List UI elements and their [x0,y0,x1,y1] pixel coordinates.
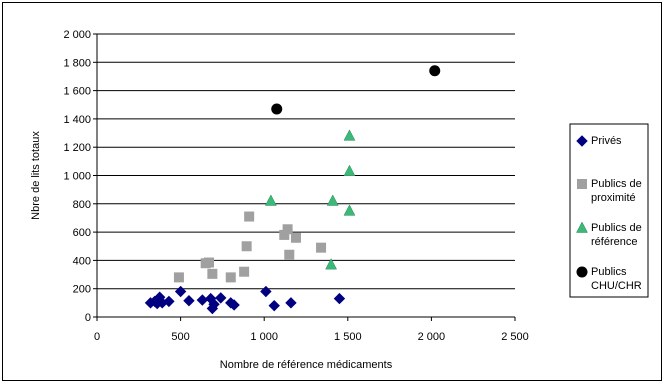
series-2 [173,211,327,283]
y-tick-label: 1 600 [63,86,91,98]
data-point [215,292,227,304]
data-point [204,257,215,268]
data-point [183,295,195,307]
legend-marker [576,266,588,278]
x-axis-title: Nombre de référence médicaments [220,359,393,371]
series-4 [271,65,441,115]
x-tick-label: 0 [94,331,100,343]
data-point [271,103,283,115]
x-tick-label: 2 000 [418,331,446,343]
x-tick-label: 2 500 [501,331,529,343]
x-tick-label: 1 500 [334,331,362,343]
data-point [264,194,277,206]
x-tick-label: 500 [171,331,189,343]
data-point [260,285,272,298]
y-tick-label: 200 [73,284,91,296]
data-point [208,298,220,310]
y-tick-label: 400 [73,255,91,267]
legend-marker [576,135,588,147]
data-point [239,266,250,277]
data-point [343,164,356,177]
legend-label: proximité [591,192,636,204]
data-point [241,241,252,252]
legend-label: CHU/CHR [591,280,642,292]
data-point [174,285,187,298]
data-point [429,65,441,77]
data-point [326,194,339,206]
data-point [163,295,175,308]
chart-frame [2,2,662,381]
legend: Privés Publics de proximité Publics de référ… [569,123,649,298]
legend-label: référence [591,236,637,248]
y-tick-label: 800 [73,199,91,211]
y-axis-title: Nbre de lits totaux [30,131,42,220]
legend-label: Publics de [591,222,642,234]
data-point [268,299,280,312]
y-tick-label: 600 [73,227,91,239]
y-tick-label: 1 200 [63,142,91,154]
data-point [333,292,346,305]
legend-label: Privés [591,135,622,147]
x-tick-label: 1 000 [250,331,278,343]
legend-label: Publics [591,266,627,278]
y-tick-label: 2 000 [63,29,91,41]
y-tick-label: 0 [85,312,91,324]
data-point [173,272,184,283]
data-point [285,297,297,309]
series-1 [144,285,346,315]
y-tick-label: 1 800 [63,57,91,69]
data-point [225,272,236,283]
data-point [196,294,209,306]
y-tick-label: 1 000 [63,171,91,183]
legend-label: Publics de [591,178,642,190]
data-point [284,249,295,260]
legend-marker [577,179,587,189]
data-point [207,268,218,279]
data-point [228,299,240,311]
data-point [282,224,293,235]
data-point [325,258,337,270]
data-point [316,242,327,253]
legend-marker [576,221,588,233]
series-3 [264,129,356,270]
data-point [290,232,301,243]
data-point [343,204,356,216]
data-point [343,129,356,141]
data-point [279,229,290,240]
y-tick-label: 1 400 [63,114,91,126]
data-point [244,211,255,222]
